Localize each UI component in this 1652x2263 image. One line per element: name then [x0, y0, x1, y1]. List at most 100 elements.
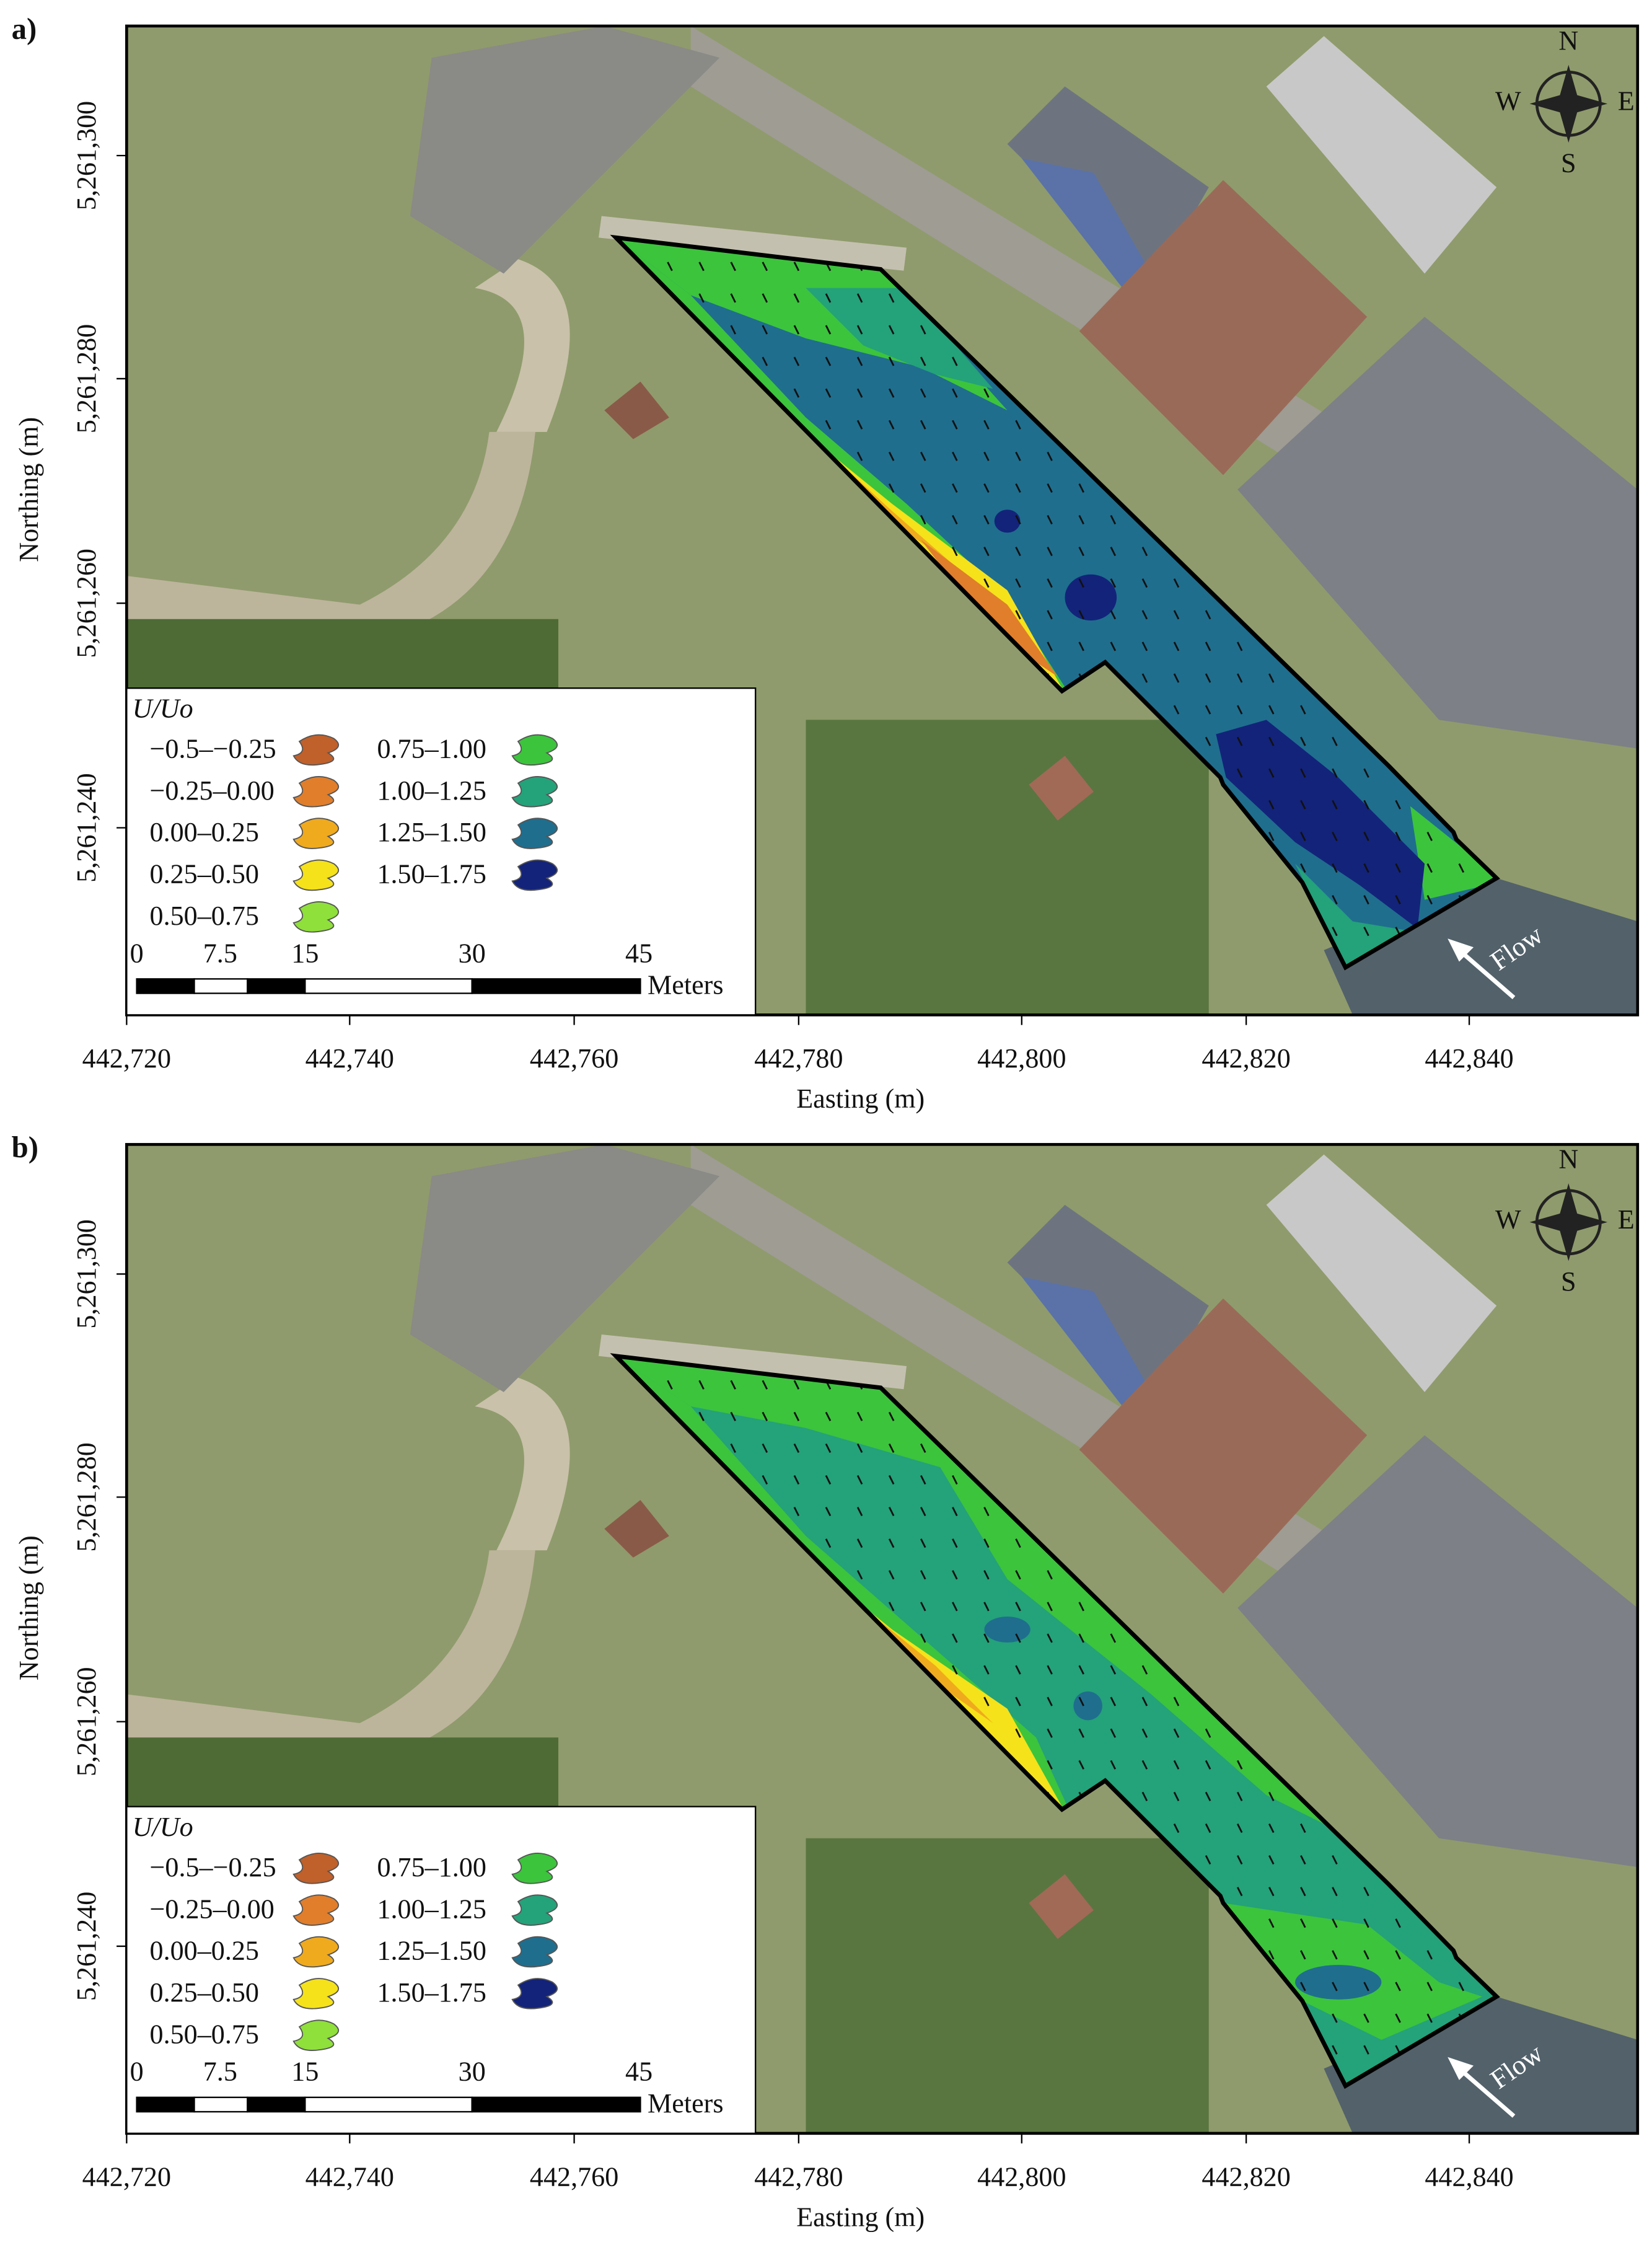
- flow-vector: [1332, 1918, 1338, 1928]
- flow-vector: [1426, 1982, 1433, 1992]
- legend-label: 0.75–1.00: [377, 734, 486, 764]
- flow-vector: [1332, 895, 1338, 905]
- building: [1007, 1204, 1209, 1407]
- contour: [1065, 574, 1117, 621]
- flow-vector: [793, 388, 800, 398]
- flow-vector: [856, 325, 863, 335]
- trees: [806, 1838, 1209, 2133]
- flow-vector: [1363, 863, 1369, 873]
- scale-label: 7.5: [203, 2057, 237, 2087]
- compass-w: W: [1495, 1204, 1521, 1235]
- reach-outline: [610, 1353, 1500, 2089]
- legend-swatch: [511, 776, 558, 808]
- scale-unit: Meters: [648, 2088, 724, 2119]
- scale-segment: [136, 2096, 195, 2113]
- flow-vector: [698, 293, 705, 303]
- flow-vector: [920, 514, 926, 525]
- contour: [994, 510, 1021, 533]
- flow-vector: [1047, 451, 1053, 461]
- flow-vector: [1300, 1887, 1306, 1897]
- flow-vector: [825, 1443, 832, 1453]
- flow-vector: [1047, 483, 1053, 493]
- flow-vector: [1047, 1696, 1053, 1706]
- building: [1079, 180, 1368, 475]
- contour: [1073, 1691, 1102, 1721]
- flow-arrowhead: [1448, 2057, 1474, 2080]
- flow-vector: [1268, 1950, 1275, 1960]
- flow-vector: [730, 325, 736, 335]
- flow-vector: [1268, 1887, 1275, 1897]
- flow-vector: [1205, 1760, 1211, 1770]
- flow-vector: [1236, 768, 1243, 778]
- y-tick-label: 5,261,280: [71, 324, 102, 433]
- flow-vector: [1141, 642, 1148, 651]
- flow-vector: [1173, 1728, 1180, 1738]
- flow-vector: [1236, 642, 1243, 651]
- flow-vector: [1236, 1791, 1243, 1801]
- flow-vector: [1110, 1760, 1117, 1770]
- flow-vector: [856, 451, 863, 461]
- flow-vector: [1047, 1570, 1053, 1580]
- flow-vector: [1110, 1696, 1117, 1706]
- building: [1007, 86, 1209, 288]
- flow-vector: [1047, 1728, 1053, 1738]
- flow-vector: [667, 1380, 673, 1390]
- compass-e: E: [1618, 86, 1635, 117]
- flow-arrowhead: [1448, 938, 1474, 962]
- legend-label: 1.50–1.75: [377, 859, 486, 889]
- legend-label: −0.25–0.00: [150, 1894, 275, 1924]
- flow-vector: [825, 325, 832, 335]
- flow-vector: [920, 420, 926, 430]
- flow-vector: [793, 356, 800, 366]
- flow-vector: [1332, 1855, 1338, 1865]
- x-tick-label: 442,820: [1202, 1043, 1290, 1074]
- map-panel: b) NSW EFlowU/Uo−0.5–−0.25−0.25–0.000.00–0…: [12, 1131, 1640, 2232]
- contour: [921, 540, 1058, 677]
- flow-vector: [825, 420, 832, 430]
- flow-vector: [1141, 673, 1148, 683]
- flow-vector: [1395, 863, 1401, 873]
- flow-vector: [1426, 2013, 1433, 2023]
- flow-vector: [1300, 1823, 1306, 1833]
- compass-e: E: [1618, 1204, 1635, 1235]
- flow-vector: [888, 1475, 895, 1485]
- flow-vector: [730, 1380, 736, 1390]
- legend-swatch: [511, 1978, 558, 2009]
- flow-vector: [1141, 1728, 1148, 1738]
- flow-vector: [983, 451, 990, 461]
- building: [1266, 1154, 1497, 1392]
- flow-vector: [1300, 705, 1306, 715]
- building: [1021, 1277, 1151, 1407]
- flow-vector: [952, 1506, 958, 1517]
- building: [604, 1500, 669, 1558]
- flow-vector: [920, 1506, 926, 1517]
- path-road: [126, 431, 535, 641]
- flow-vector: [1332, 1982, 1338, 1992]
- path-road: [475, 1377, 570, 1551]
- scale-label: 30: [459, 938, 486, 968]
- flow-vector: [983, 547, 990, 557]
- flow-vector: [1268, 1823, 1275, 1833]
- flow-vector: [1268, 1918, 1275, 1928]
- flow-vector: [983, 1633, 990, 1643]
- x-tick-label: 442,800: [977, 1043, 1066, 1074]
- flow-vector: [1332, 1950, 1338, 1960]
- flow-vector: [1078, 1728, 1084, 1738]
- scale-unit: Meters: [648, 969, 724, 1000]
- flow-vector: [1332, 2013, 1338, 2023]
- legend-label: 0.25–0.50: [150, 1977, 259, 2008]
- flow-vector: [1300, 800, 1306, 809]
- flow-vector: [1078, 578, 1084, 588]
- flow-vector: [888, 1602, 895, 1612]
- trees: [806, 720, 1209, 1015]
- flow-vector: [888, 1411, 895, 1421]
- flow-vector: [952, 547, 958, 557]
- x-tick-label: 442,740: [305, 2161, 394, 2192]
- flow-vector: [983, 1602, 990, 1612]
- flow-vector: [856, 388, 863, 398]
- legend-label: −0.5–−0.25: [150, 1852, 276, 1882]
- flow-vector: [920, 1570, 926, 1580]
- flow-vector: [1205, 736, 1211, 746]
- flow-vector: [1236, 736, 1243, 746]
- flow-vector: [793, 325, 800, 335]
